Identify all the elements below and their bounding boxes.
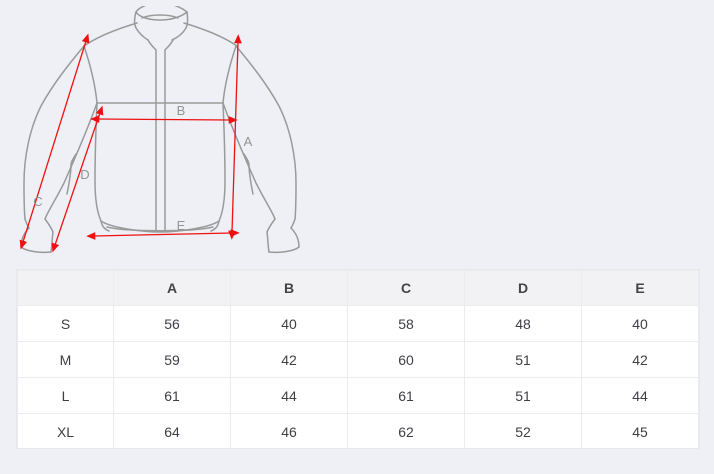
svg-text:B: B	[177, 103, 186, 118]
svg-text:A: A	[244, 134, 253, 149]
svg-text:C: C	[33, 194, 42, 209]
svg-text:E: E	[177, 218, 186, 233]
svg-text:D: D	[80, 167, 89, 182]
